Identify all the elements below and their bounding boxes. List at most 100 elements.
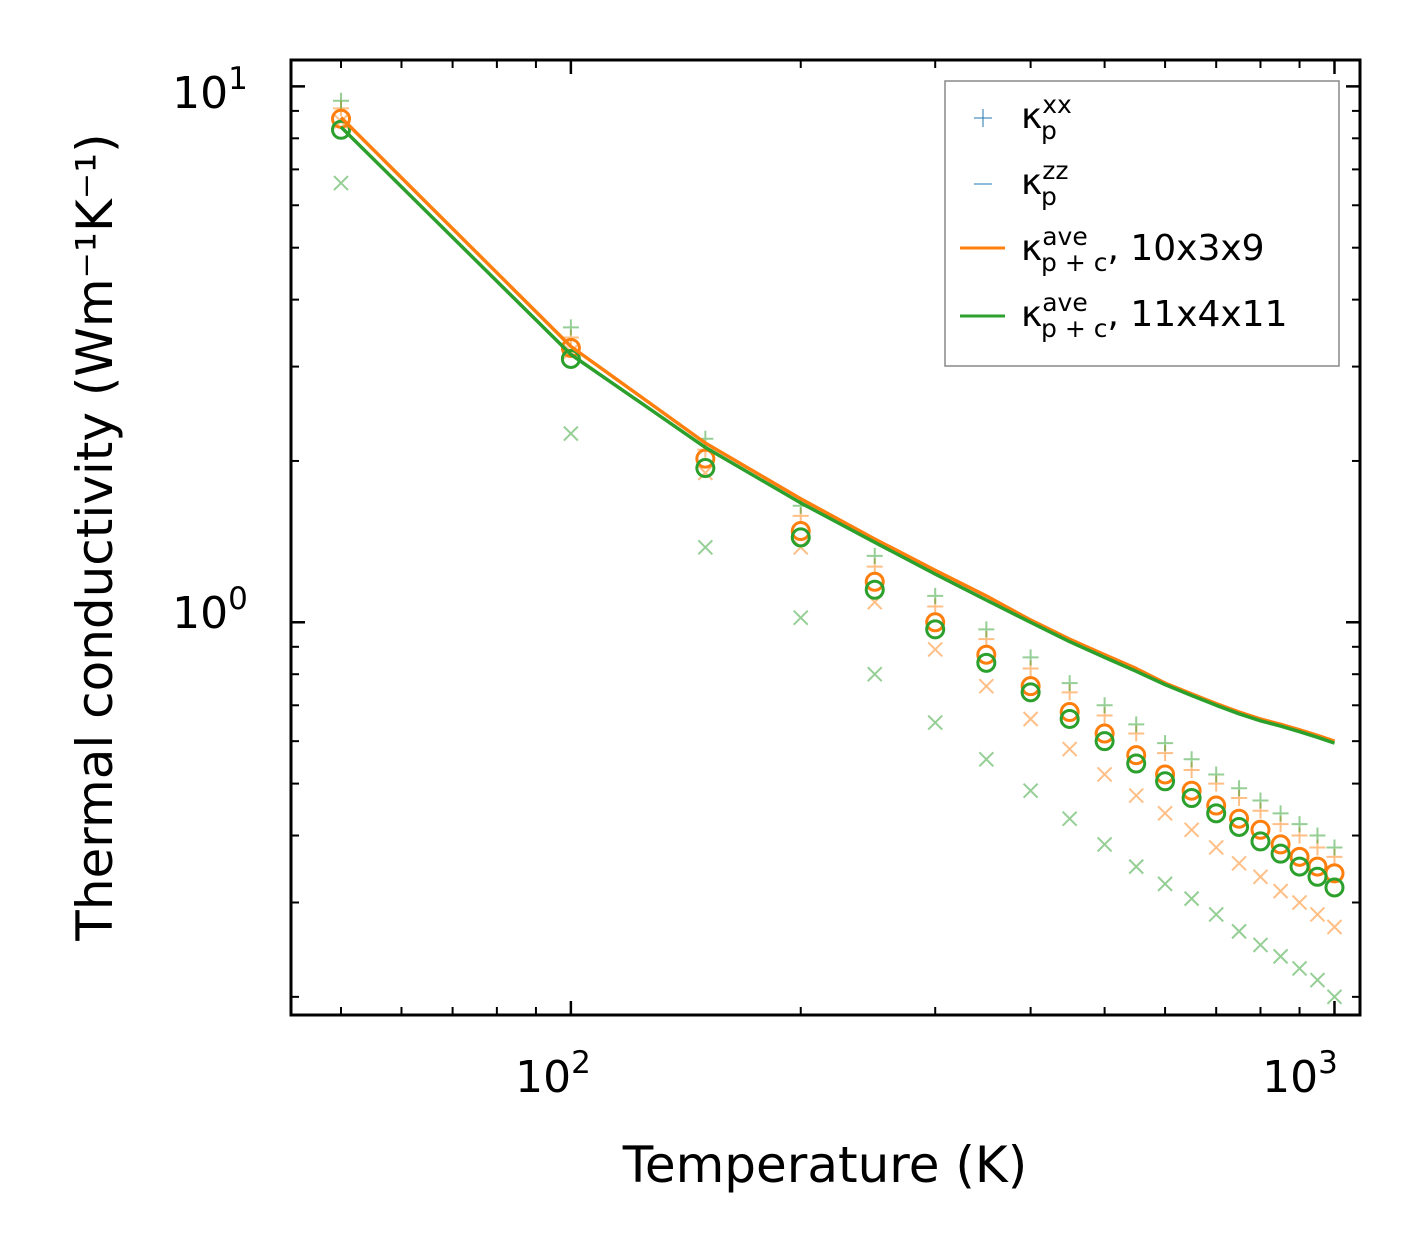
- point-circle-kp-ave-10x3x9: [864, 571, 885, 592]
- legend-label-kpc-10x3x9: κave p + c, 10x3x9: [1021, 222, 1265, 277]
- point-x-kp-zz-11x4x11: [1022, 782, 1039, 799]
- series-line-kp-c-ave-11x4x11: [339, 125, 1336, 745]
- point-circle-kp-ave-11x4x11: [1206, 803, 1227, 824]
- point-x-kp-zz-10x3x9: [978, 678, 995, 694]
- point-plus-kp-xx-11x4x11: [927, 587, 944, 604]
- point-circle-kp-ave-11x4x11: [1020, 682, 1041, 703]
- point-x-kp-zz-11x4x11: [1272, 948, 1289, 965]
- point-x-kp-zz-11x4x11: [333, 175, 349, 191]
- point-x-kp-zz-11x4x11: [1096, 836, 1113, 853]
- point-circle-kp-ave-10x3x9: [1059, 702, 1080, 723]
- point-circle-kp-ave-10x3x9: [1206, 795, 1227, 816]
- point-plus-kp-xx-11x4x11: [562, 319, 579, 336]
- point-circle-kp-ave-11x4x11: [1289, 856, 1310, 877]
- point-x-kp-zz-11x4x11: [1309, 972, 1326, 988]
- point-circle-kp-ave-10x3x9: [790, 521, 811, 542]
- point-plus-kp-xx-11x4x11: [1326, 839, 1343, 856]
- point-circle-kp-ave-10x3x9: [1229, 808, 1250, 829]
- point-x-kp-zz-11x4x11: [1157, 876, 1173, 892]
- point-x-kp-zz-10x3x9: [1096, 766, 1113, 783]
- point-x-kp-zz-11x4x11: [1326, 989, 1343, 1005]
- point-circle-kp-ave-11x4x11: [1059, 708, 1080, 729]
- point-circle-kp-ave-11x4x11: [864, 579, 885, 600]
- point-circle-kp-ave-10x3x9: [976, 644, 997, 665]
- legend-box: [944, 80, 1340, 367]
- legend-marker-kp-xx: [974, 109, 992, 127]
- point-x-kp-zz-10x3x9: [1128, 787, 1144, 804]
- point-circle-kp-ave-10x3x9: [1250, 819, 1271, 840]
- point-x-kp-zz-10x3x9: [1272, 883, 1289, 899]
- point-plus-kp-xx-11x4x11: [978, 621, 995, 638]
- legend: κxx p κzz p κave p + c, 10x3x9 κave p + c, 1…: [944, 80, 1340, 367]
- point-x-kp-zz-10x3x9: [1252, 869, 1269, 885]
- point-circle-kp-ave-11x4x11: [1270, 843, 1291, 864]
- x-tick-label-1000: 103: [1262, 1045, 1338, 1103]
- point-x-kp-zz-11x4x11: [793, 609, 809, 626]
- point-circle-kp-ave-11x4x11: [1181, 787, 1202, 808]
- point-circle-kp-ave-10x3x9: [695, 448, 716, 469]
- point-circle-kp-ave-11x4x11: [976, 652, 997, 673]
- point-x-kp-zz-11x4x11: [697, 539, 714, 556]
- point-x-kp-zz-10x3x9: [1157, 805, 1173, 822]
- legend-label-kpc-11x4x11: κave p + c, 11x4x11: [1021, 288, 1288, 343]
- point-plus-kp-xx-11x4x11: [1061, 675, 1078, 692]
- point-circle-kp-ave-10x3x9: [925, 612, 946, 633]
- point-x-kp-zz-11x4x11: [1061, 810, 1078, 827]
- legend-label-kp-xx: κxx p: [1021, 90, 1072, 145]
- point-x-kp-zz-10x3x9: [697, 465, 714, 481]
- point-x-kp-zz-10x3x9: [1231, 855, 1247, 872]
- point-circle-kp-ave-11x4x11: [790, 527, 811, 548]
- point-circle-kp-ave-11x4x11: [1307, 866, 1328, 887]
- legend-label-kp-zz: κzz p: [1021, 156, 1068, 211]
- point-x-kp-zz-11x4x11: [563, 425, 579, 442]
- point-plus-kp-xx-11x4x11: [1096, 697, 1113, 714]
- point-circle-kp-ave-11x4x11: [331, 119, 352, 140]
- y-axis-label: Thermal conductivity (Wm⁻¹K⁻¹): [66, 133, 124, 941]
- point-x-kp-zz-10x3x9: [1022, 711, 1039, 727]
- point-x-kp-zz-11x4x11: [1208, 906, 1224, 923]
- plot-area: [331, 92, 1345, 1005]
- point-circle-kp-ave-11x4x11: [1250, 831, 1271, 852]
- plot-frame: [289, 58, 1362, 1017]
- y-tick-label-10: 101: [172, 61, 248, 119]
- point-x-kp-zz-10x3x9: [1208, 839, 1224, 856]
- point-circle-kp-ave-11x4x11: [925, 619, 946, 640]
- point-x-kp-zz-11x4x11: [927, 714, 943, 731]
- y-tick-label-1: 100: [172, 581, 248, 639]
- point-plus-kp-xx-11x4x11: [1208, 766, 1225, 783]
- point-circle-kp-ave-10x3x9: [1155, 764, 1176, 785]
- point-x-kp-zz-11x4x11: [1231, 923, 1247, 940]
- point-circle-kp-ave-11x4x11: [1155, 771, 1176, 792]
- point-plus-kp-xx-11x4x11: [1183, 751, 1200, 768]
- point-x-kp-zz-11x4x11: [867, 666, 883, 682]
- point-circle-kp-ave-10x3x9: [1289, 846, 1310, 867]
- point-circle-kp-ave-11x4x11: [695, 458, 716, 479]
- point-plus-kp-xx-11x4x11: [1231, 780, 1248, 797]
- point-plus-kp-xx-11x4x11: [1309, 827, 1326, 844]
- point-plus-kp-xx-11x4x11: [333, 92, 350, 109]
- point-x-kp-zz-10x3x9: [1309, 906, 1326, 923]
- point-x-kp-zz-11x4x11: [1183, 890, 1200, 907]
- x-axis-label: Temperature (K): [622, 1136, 1027, 1194]
- point-plus-kp-xx-11x4x11: [1291, 816, 1308, 833]
- point-circle-kp-ave-10x3x9: [1094, 723, 1115, 744]
- point-plus-kp-xx-11x4x11: [1128, 716, 1145, 733]
- point-circle-kp-ave-11x4x11: [1229, 816, 1250, 837]
- point-plus-kp-xx-11x4x11: [1272, 805, 1289, 822]
- point-plus-kp-xx-11x4x11: [1022, 649, 1039, 666]
- point-x-kp-zz-10x3x9: [927, 641, 943, 658]
- point-x-kp-zz-11x4x11: [1128, 858, 1144, 875]
- point-plus-kp-xx-11x4x11: [1157, 735, 1174, 752]
- x-tick-label-100: 102: [515, 1045, 591, 1103]
- point-circle-kp-ave-10x3x9: [1181, 780, 1202, 801]
- point-x-kp-zz-10x3x9: [1061, 741, 1078, 757]
- point-x-kp-zz-10x3x9: [1291, 894, 1308, 911]
- point-plus-kp-xx-11x4x11: [1252, 792, 1269, 809]
- point-plus-kp-xx-11x4x11: [866, 547, 883, 564]
- point-circle-kp-ave-11x4x11: [1126, 753, 1147, 774]
- point-x-kp-zz-11x4x11: [1252, 937, 1269, 953]
- point-circle-kp-ave-11x4x11: [1094, 731, 1115, 752]
- point-x-kp-zz-11x4x11: [978, 751, 995, 768]
- point-x-kp-zz-11x4x11: [1291, 960, 1308, 977]
